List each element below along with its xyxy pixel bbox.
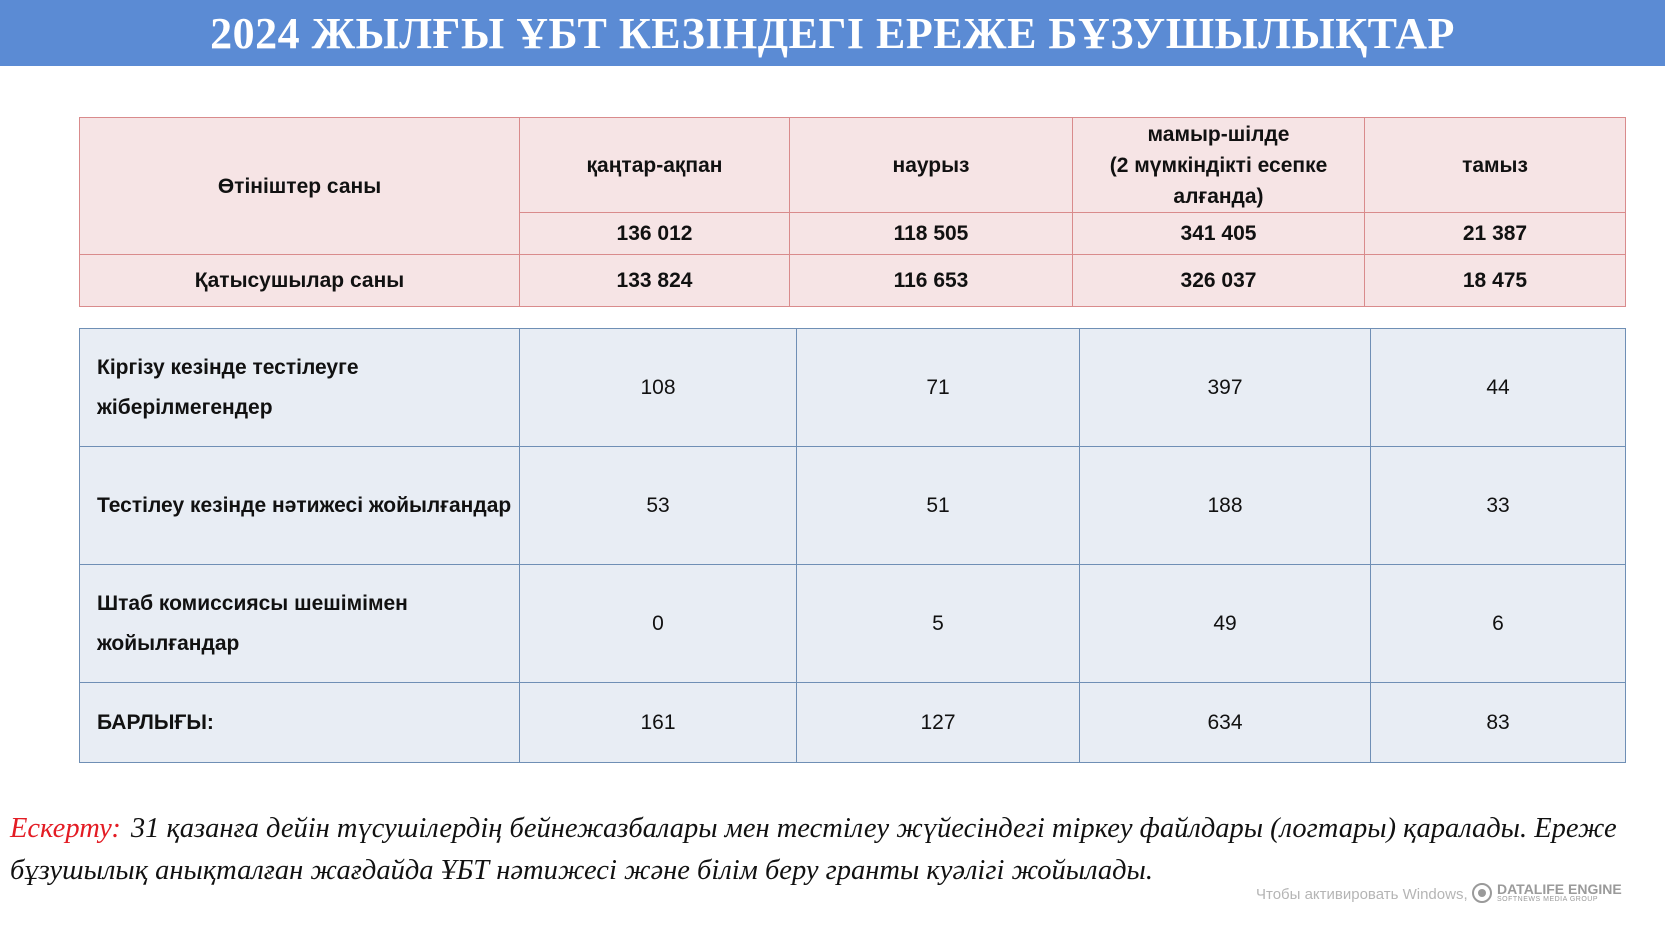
cell-value: 53 (519, 446, 797, 565)
windows-activation-watermark: Чтобы активировать Windows, (1256, 886, 1468, 903)
table-row: Тестілеу кезінде нәтижесі жойылғандар 53… (79, 446, 1626, 565)
footnote: Ескерту: 31 қазанға дейін түсушілердің бе… (10, 808, 1650, 892)
watermark-brand: DATALIFE ENGINE (1497, 881, 1622, 897)
applications-value: 136 012 (519, 212, 790, 255)
applications-table: Өтініштер саны қаңтар-ақпан наурыз мамыр… (79, 117, 1626, 307)
period-header: тамыз (1364, 117, 1626, 213)
total-row: БАРЛЫҒЫ: 161 127 634 83 (79, 682, 1626, 763)
watermark-brand-sub: SOFTNEWS MEDIA GROUP (1497, 896, 1599, 903)
period-header: қаңтар-ақпан (519, 117, 790, 213)
applications-value: 118 505 (789, 212, 1073, 255)
datalife-logo-icon (1472, 882, 1492, 903)
cell-value: 33 (1370, 446, 1626, 565)
cell-value: 71 (796, 328, 1080, 447)
participants-value: 133 824 (519, 254, 790, 307)
applications-label: Өтініштер саны (79, 117, 520, 255)
applications-row: 136 012 118 505 341 405 21 387 (80, 212, 1626, 255)
page-title: 2024 ЖЫЛҒЫ ҰБТ КЕЗІНДЕГІ ЕРЕЖЕ БҰЗУШЫЛЫҚ… (210, 8, 1455, 58)
title-banner: 2024 ЖЫЛҒЫ ҰБТ КЕЗІНДЕГІ ЕРЕЖЕ БҰЗУШЫЛЫҚ… (0, 0, 1665, 66)
period-header-row: Өтініштер саны қаңтар-ақпан наурыз мамыр… (79, 117, 1626, 255)
participants-value: 116 653 (789, 254, 1073, 307)
footnote-text: 31 қазанға дейін түсушілердің бейнежазба… (10, 813, 1617, 886)
cell-value: 188 (1079, 446, 1371, 565)
participants-row: Қатысушылар саны 133 824 116 653 326 037… (79, 254, 1626, 307)
participants-value: 18 475 (1364, 254, 1626, 307)
participants-value: 326 037 (1072, 254, 1365, 307)
footnote-label: Ескерту: (10, 813, 121, 844)
cell-value: 51 (796, 446, 1080, 565)
cell-value: 108 (519, 328, 797, 447)
cell-value: 397 (1079, 328, 1371, 447)
table-row: Кіргізу кезінде тестілеуге жіберілмегенд… (79, 328, 1626, 447)
row-label: Кіргізу кезінде тестілеуге жіберілмегенд… (79, 328, 520, 447)
cell-value: 5 (796, 564, 1080, 683)
total-value: 127 (796, 682, 1080, 763)
datalife-watermark: DATALIFE ENGINE SOFTNEWS MEDIA GROUP (1472, 882, 1622, 903)
row-label: Штаб комиссиясы шешімімен жойылғандар (79, 564, 520, 683)
applications-value: 341 405 (1072, 212, 1365, 255)
participants-label: Қатысушылар саны (79, 254, 520, 307)
cell-value: 0 (519, 564, 797, 683)
total-value: 161 (519, 682, 797, 763)
row-label: Тестілеу кезінде нәтижесі жойылғандар (79, 446, 520, 565)
applications-value: 21 387 (1364, 212, 1626, 255)
total-value: 634 (1079, 682, 1371, 763)
cell-value: 6 (1370, 564, 1626, 683)
table-row: Штаб комиссиясы шешімімен жойылғандар 0 … (79, 564, 1626, 683)
cell-value: 44 (1370, 328, 1626, 447)
total-label: БАРЛЫҒЫ: (79, 682, 520, 763)
cell-value: 49 (1079, 564, 1371, 683)
violations-table: Кіргізу кезінде тестілеуге жіберілмегенд… (79, 328, 1626, 763)
period-header: мамыр-шілде (2 мүмкіндікті есепке алғанд… (1072, 117, 1365, 213)
total-value: 83 (1370, 682, 1626, 763)
period-header: наурыз (789, 117, 1073, 213)
